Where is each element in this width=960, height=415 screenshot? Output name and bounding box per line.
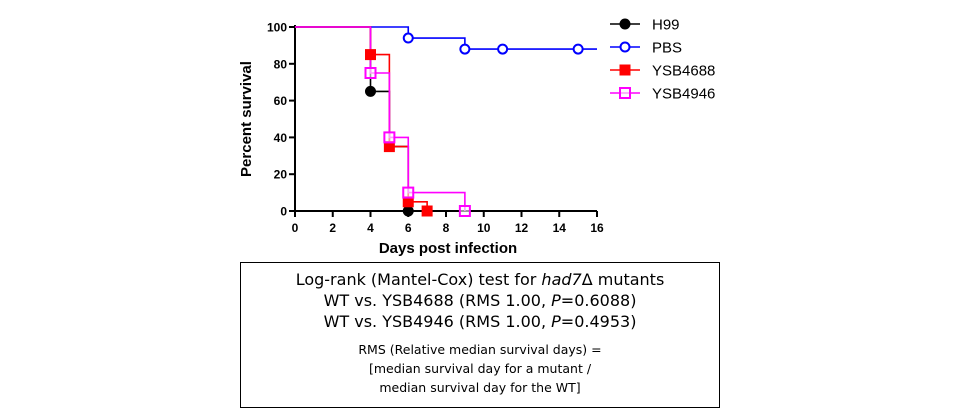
series-point-pbs xyxy=(402,32,414,44)
comparison-1-value: =0.6088) xyxy=(560,291,637,310)
series-point-ysb4688 xyxy=(365,49,376,61)
x-tick-label: 6 xyxy=(405,221,412,235)
y-tick-label: 40 xyxy=(274,131,288,145)
legend-label-ysb4946: YSB4946 xyxy=(652,86,715,103)
series-point-ysb4946 xyxy=(458,205,471,217)
series-point-h99 xyxy=(365,85,376,97)
rms-note-line-1: RMS (Relative median survival days) = xyxy=(358,342,602,357)
y-tick-label: 80 xyxy=(274,57,288,71)
survival-chart-svg: 0 20 40 60 80 100 0 2 4 6 8 10 12 14 16 Days post infec… xyxy=(238,17,715,258)
y-tick-label: 60 xyxy=(274,94,288,108)
x-tick-label: 0 xyxy=(292,221,299,235)
x-tick-label: 10 xyxy=(477,221,491,235)
x-axis-label: Days post infection xyxy=(379,240,517,257)
stats-title-gene: had7 xyxy=(541,270,582,289)
comparison-2-p: P xyxy=(551,312,561,331)
series-point-ysb4946 xyxy=(364,67,377,79)
y-tick-label: 100 xyxy=(267,21,287,35)
series-point-ysb4688 xyxy=(421,205,433,217)
series-line-ysb4688 xyxy=(295,26,428,211)
y-axis-label: Percent survival xyxy=(238,61,255,177)
stats-title-suffix: Δ mutants xyxy=(581,270,665,289)
stats-comparison-1: WT vs. YSB4688 (RMS 1.00, P=0.6088) xyxy=(241,290,719,311)
x-tick-label: 16 xyxy=(590,221,604,235)
legend-label-h99: H99 xyxy=(652,17,680,34)
series-point-ysb4946 xyxy=(402,186,415,199)
legend-marker-ysb4946 xyxy=(619,87,631,99)
legend-marker-ysb4688 xyxy=(619,64,631,76)
series-point-ysb4946 xyxy=(383,131,396,144)
comparison-2-value: =0.4953) xyxy=(560,312,637,331)
x-tick-label: 14 xyxy=(553,221,567,235)
x-tick-label: 12 xyxy=(515,221,529,235)
statistics-box: Log-rank (Mantel-Cox) test for had7Δ mut… xyxy=(240,262,720,408)
x-tick-label: 4 xyxy=(367,221,374,235)
rms-note-line-3: median survival day for the WT] xyxy=(379,380,581,395)
stats-comparison-2: WT vs. YSB4946 (RMS 1.00, P=0.4953) xyxy=(241,311,719,332)
y-tick-label: 0 xyxy=(280,205,287,219)
comparison-2-text: WT vs. YSB4946 (RMS 1.00, xyxy=(323,312,552,331)
survival-chart: 0 20 40 60 80 100 0 2 4 6 8 10 12 14 16 Days post infec… xyxy=(238,17,715,258)
x-tick-label: 2 xyxy=(329,221,336,235)
x-tick-label: 8 xyxy=(443,221,450,235)
series-point-pbs xyxy=(459,43,471,55)
series-line-pbs xyxy=(295,26,597,50)
stats-title: Log-rank (Mantel-Cox) test for had7Δ mut… xyxy=(241,269,719,290)
series-point-ysb4688 xyxy=(383,141,395,153)
legend-label-pbs: PBS xyxy=(652,40,682,57)
series-point-h99 xyxy=(402,205,414,217)
series-point-ysb4688 xyxy=(402,196,414,208)
legend-marker-h99 xyxy=(619,18,631,30)
comparison-1-text: WT vs. YSB4688 (RMS 1.00, xyxy=(323,291,552,310)
series-line-h99 xyxy=(295,26,410,211)
stats-title-prefix: Log-rank (Mantel-Cox) test for xyxy=(295,270,542,289)
series-point-pbs xyxy=(572,43,584,55)
y-tick-label: 20 xyxy=(274,168,288,182)
legend-marker-pbs xyxy=(619,41,631,53)
comparison-1-p: P xyxy=(551,291,561,310)
rms-note-line-2: [median survival day for a mutant / xyxy=(368,361,592,376)
series-point-pbs xyxy=(497,43,509,55)
legend-label-ysb4688: YSB4688 xyxy=(652,63,715,80)
